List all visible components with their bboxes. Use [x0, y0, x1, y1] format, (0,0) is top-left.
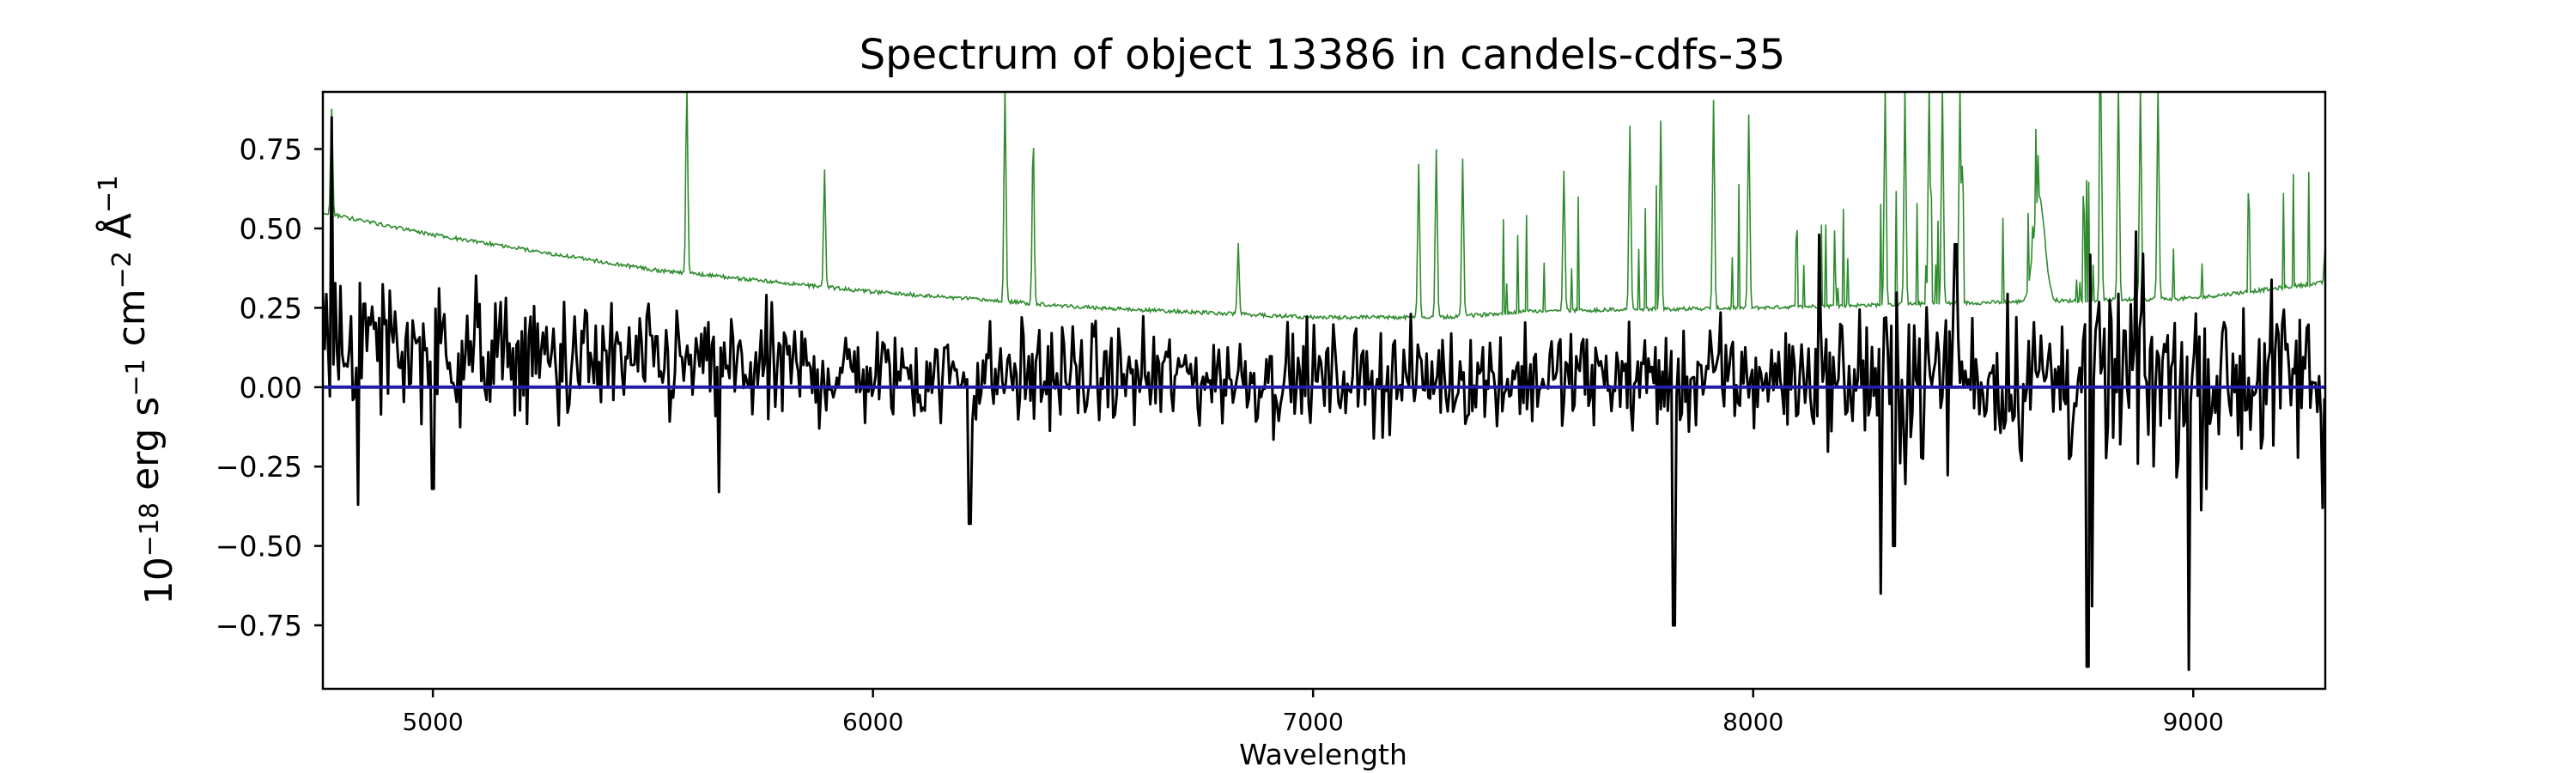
- x-axis-label: Wavelength: [1239, 738, 1407, 771]
- y-tick-label: −0.50: [216, 530, 302, 563]
- x-tick-label: 6000: [842, 708, 903, 736]
- y-tick-label: −0.25: [216, 450, 302, 484]
- chart-title: Spectrum of object 13386 in candels-cdfs…: [860, 31, 1786, 79]
- flux-spectrum-line: [323, 116, 2325, 672]
- y-tick-label: 0.00: [240, 371, 302, 405]
- sky-spectrum-line: [323, 92, 2325, 321]
- x-tick-label: 9000: [2163, 708, 2224, 736]
- y-tick-label: −0.75: [216, 609, 302, 642]
- x-tick-label: 8000: [1722, 708, 1783, 736]
- plot-area: [323, 92, 2325, 672]
- y-tick-label: 0.25: [240, 291, 302, 325]
- y-tick-label: 0.75: [240, 133, 302, 167]
- y-tick-label: 0.50: [240, 212, 302, 246]
- y-axis: 0.75 0.50 0.25 0.00 −0.25 −0.50 −0.75: [216, 133, 323, 642]
- y-axis-label: 10−18 erg s−1 cm−2 Å−1: [94, 175, 181, 605]
- plot-frame: [321, 90, 2327, 691]
- x-tick-label: 7000: [1283, 708, 1344, 736]
- x-tick-label: 5000: [402, 708, 463, 736]
- x-axis: 5000 6000 7000 8000 9000: [402, 689, 2224, 736]
